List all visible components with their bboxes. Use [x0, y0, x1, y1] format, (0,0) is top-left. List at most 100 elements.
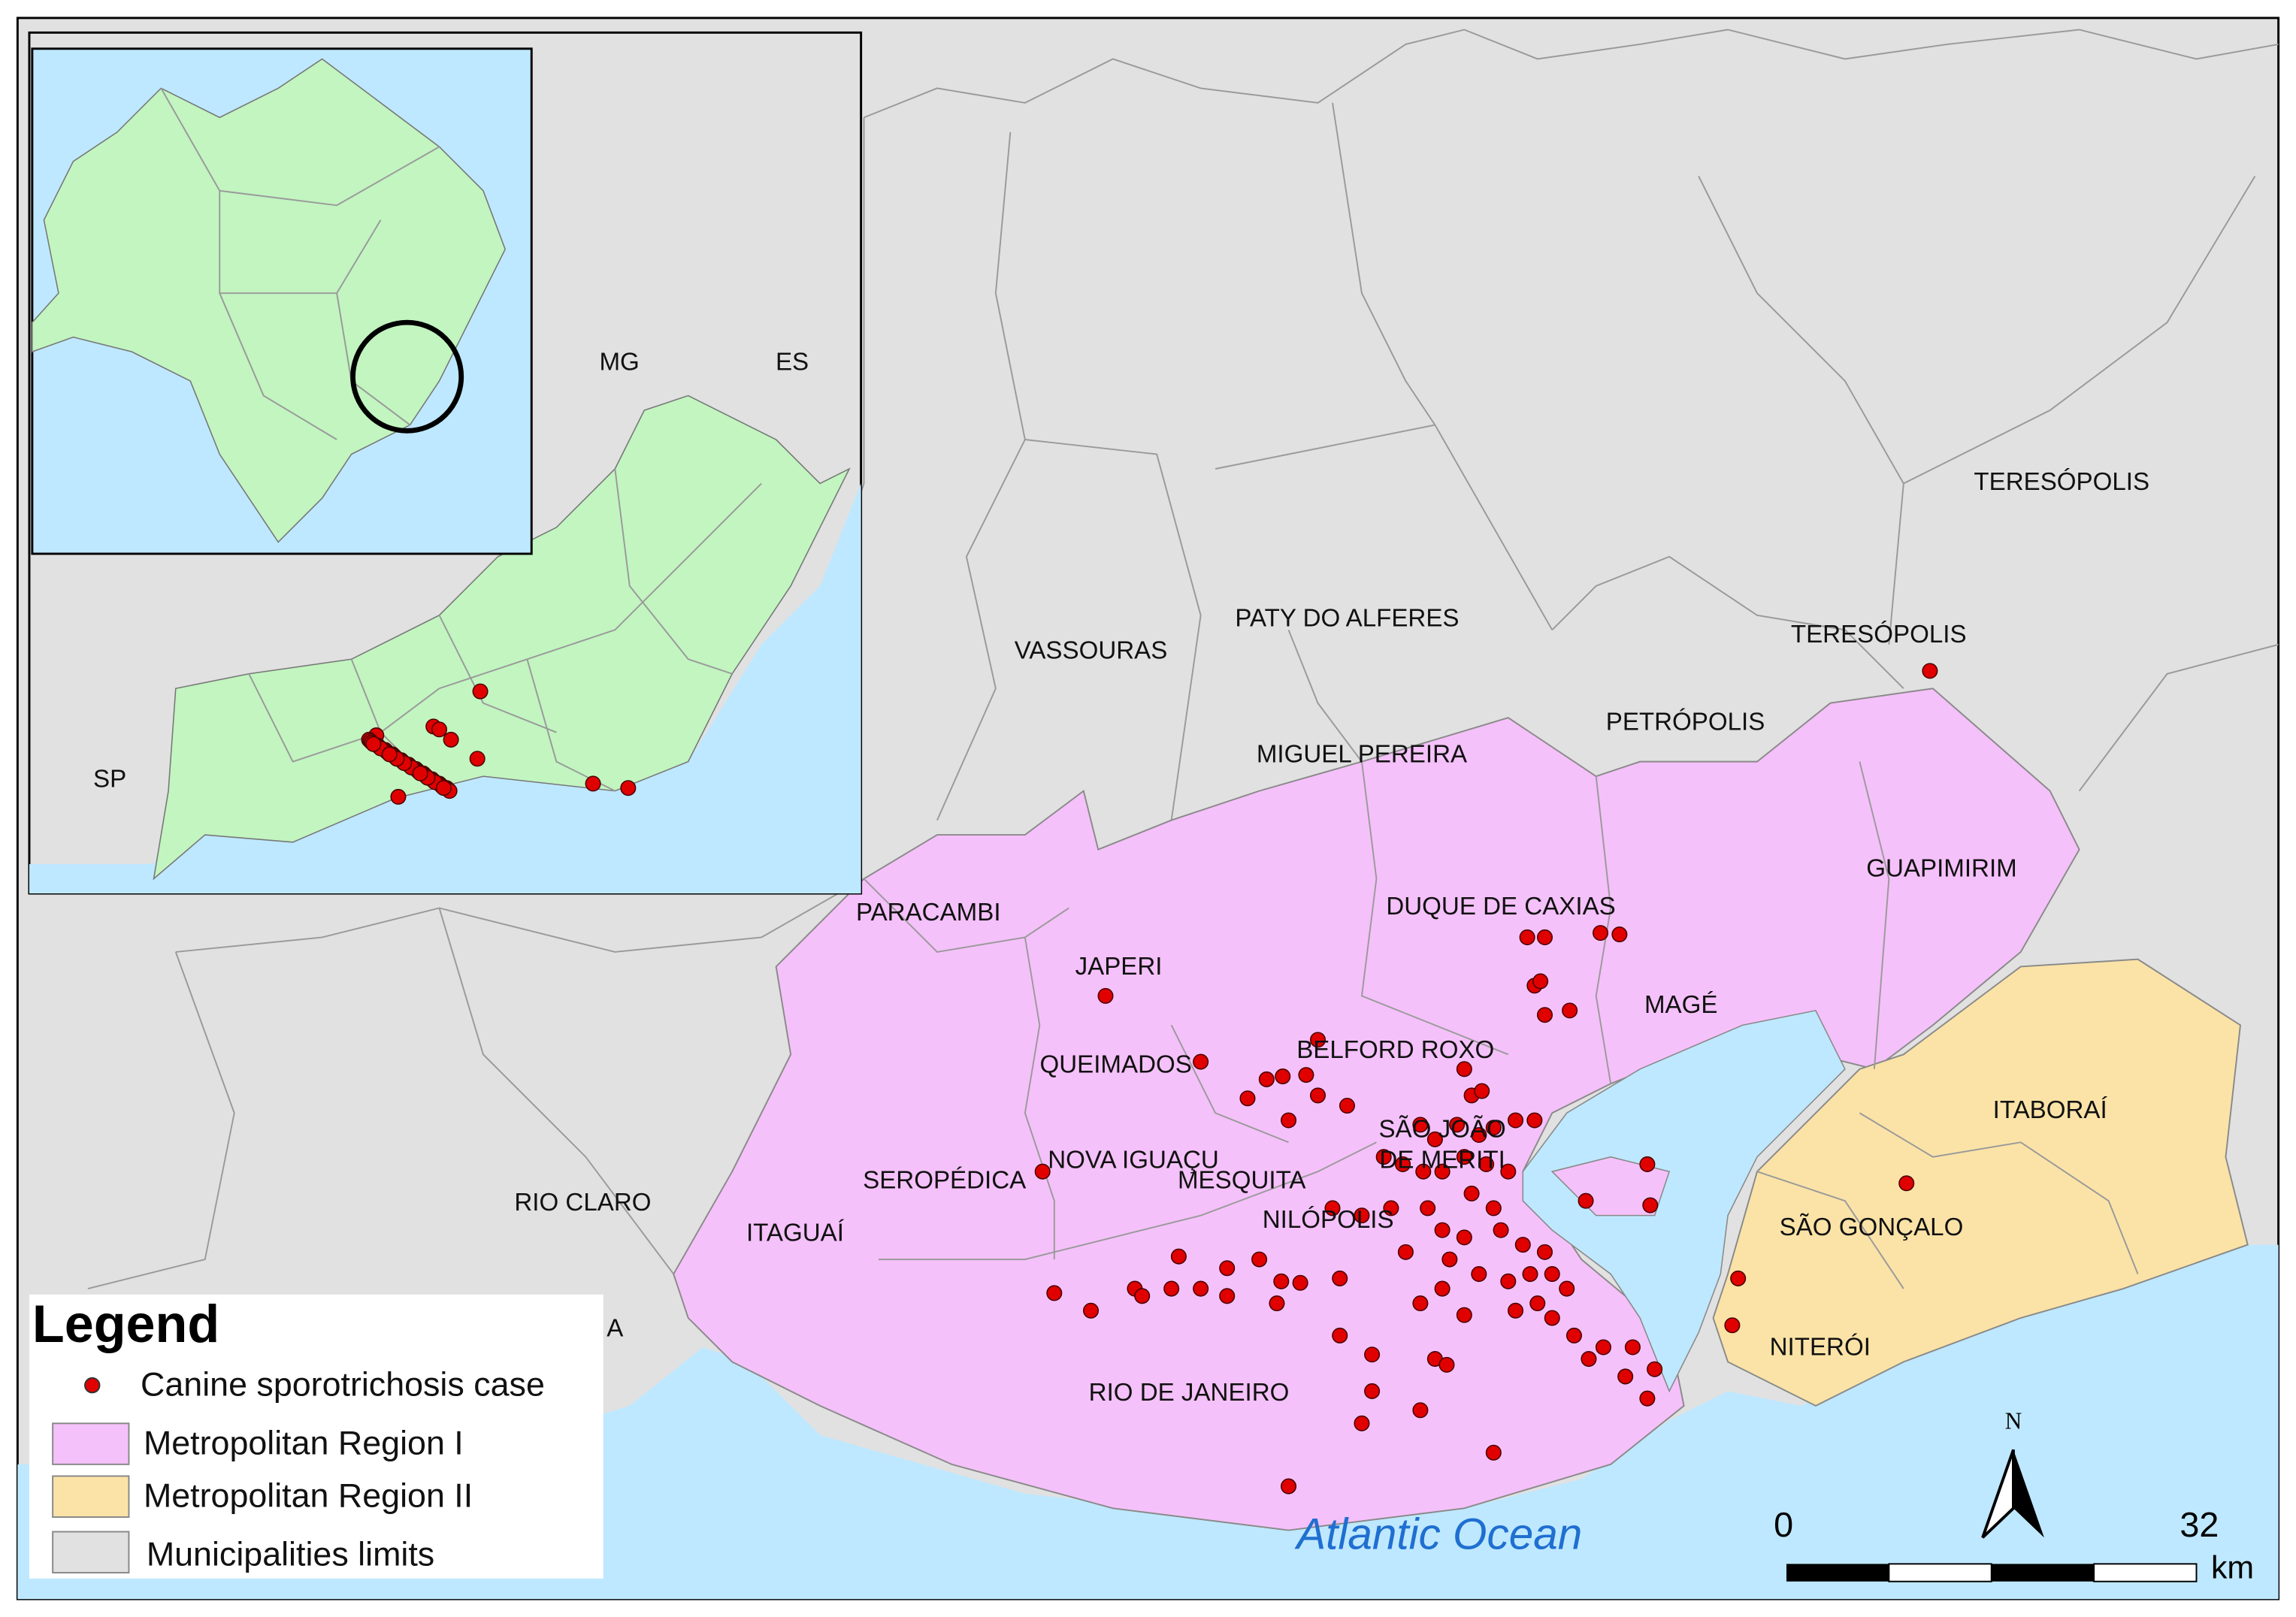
legend: Legend Canine sporotrichosis case Metrop… [29, 1294, 603, 1579]
case-point [435, 780, 452, 796]
municipality-label: RIO DE JANEIRO [1089, 1379, 1290, 1407]
case-point [1397, 1244, 1414, 1260]
case-point [1456, 1229, 1472, 1246]
case-point [1500, 1163, 1517, 1180]
state-label: MG [599, 348, 639, 376]
case-point [1471, 1266, 1487, 1283]
case-point [1522, 1266, 1538, 1283]
municipality-label: PETRÓPOLIS [1606, 708, 1765, 736]
municipality-label: MIGUEL PEREIRA [1257, 741, 1468, 769]
legend-symbol [52, 1422, 130, 1465]
case-point [469, 751, 486, 767]
rj-municipalities [248, 468, 762, 792]
case-point [1364, 1383, 1381, 1399]
case-point [1219, 1260, 1236, 1277]
case-point [1724, 1317, 1741, 1334]
case-point [1463, 1185, 1480, 1201]
case-point [1426, 1131, 1443, 1147]
case-point [1332, 1327, 1348, 1343]
case-point [1281, 1478, 1297, 1495]
case-point [1354, 1415, 1370, 1431]
case-point [1273, 1273, 1290, 1289]
municipality-label: SEROPÉDICA [863, 1167, 1027, 1195]
municipality-label: PATY DO ALFERES [1235, 604, 1459, 632]
case-point [1639, 1390, 1656, 1407]
case-points [1034, 663, 1938, 1495]
case-point [620, 780, 637, 796]
case-point [585, 775, 601, 792]
case-point [1438, 1356, 1455, 1373]
legend-item: Municipalities limits [147, 1535, 434, 1573]
case-point [1420, 1200, 1436, 1217]
municipality-label: ITAGUAÍ [746, 1220, 845, 1247]
case-point [1324, 1200, 1341, 1217]
case-point [1508, 1302, 1524, 1319]
scale-segment [1991, 1564, 2095, 1582]
case-point [1394, 1156, 1411, 1172]
scale-label: 32 [2180, 1505, 2219, 1544]
case-point [1898, 1175, 1915, 1192]
case-point [1544, 1266, 1560, 1283]
case-point [1046, 1285, 1063, 1301]
municipality-label: VASSOURAS [1015, 636, 1168, 664]
north-label: N [2005, 1407, 2022, 1434]
legend-item: Metropolitan Region II [144, 1477, 473, 1515]
arrow-left [1981, 1449, 2015, 1539]
case-point [1332, 1270, 1348, 1286]
case-point [1536, 1007, 1553, 1023]
case-point [1354, 1207, 1370, 1224]
case-point [1647, 1361, 1663, 1377]
case-point [1519, 929, 1535, 945]
municipality-label: QUEIMADOS [1039, 1051, 1191, 1079]
case-point [1239, 1090, 1256, 1107]
state-label: ES [776, 348, 809, 376]
inset-case-points [361, 683, 637, 805]
case-point [431, 721, 448, 738]
metropolitan-region-1 [673, 688, 2080, 1531]
case-point [472, 683, 489, 700]
case-point [1251, 1251, 1268, 1268]
case-point [1170, 1248, 1187, 1265]
municipality-label: NOVA IGUAÇU [1048, 1146, 1219, 1174]
municipality-label: DE MERITI [1379, 1146, 1505, 1174]
legend-symbol [52, 1475, 130, 1518]
case-point [1364, 1346, 1381, 1363]
scale-label: 0 [1774, 1505, 1793, 1544]
case-point [1193, 1053, 1209, 1070]
case-point [1134, 1288, 1151, 1304]
state-label: SP [93, 766, 126, 793]
case-point [1514, 1237, 1531, 1253]
legend-symbol [52, 1531, 130, 1574]
case-point [1500, 1273, 1517, 1289]
inset-ocean [29, 483, 861, 894]
case-point [1485, 1444, 1502, 1461]
case-point [1275, 1068, 1291, 1085]
case-point [1449, 1117, 1466, 1133]
case-point [1434, 1280, 1451, 1297]
scale-bar: 0 32 km [1774, 1505, 2254, 1585]
case-point [1536, 929, 1553, 945]
case-point [443, 731, 459, 748]
case-point [1034, 1163, 1051, 1180]
locator-circle [350, 319, 464, 434]
case-point [1642, 1197, 1659, 1214]
case-point [1415, 1163, 1432, 1180]
case-point [1474, 1083, 1490, 1099]
brazil [32, 58, 507, 543]
case-point [1526, 1112, 1543, 1129]
legend-symbol [84, 1377, 101, 1394]
case-point [1434, 1222, 1451, 1238]
municipality-limits [87, 29, 2279, 1290]
case-point [1478, 1156, 1495, 1172]
municipality-label: BELFORD ROXO [1296, 1036, 1494, 1064]
case-point [1624, 1339, 1641, 1356]
case-point [1281, 1112, 1297, 1129]
case-point [1593, 925, 1609, 941]
case-point [1617, 1368, 1634, 1385]
rj-state [153, 394, 851, 881]
municipality-label: ITABORAÍ [1993, 1096, 2108, 1124]
case-point [1559, 1280, 1575, 1297]
case-point [1532, 973, 1549, 990]
scale-segment [2093, 1563, 2198, 1582]
